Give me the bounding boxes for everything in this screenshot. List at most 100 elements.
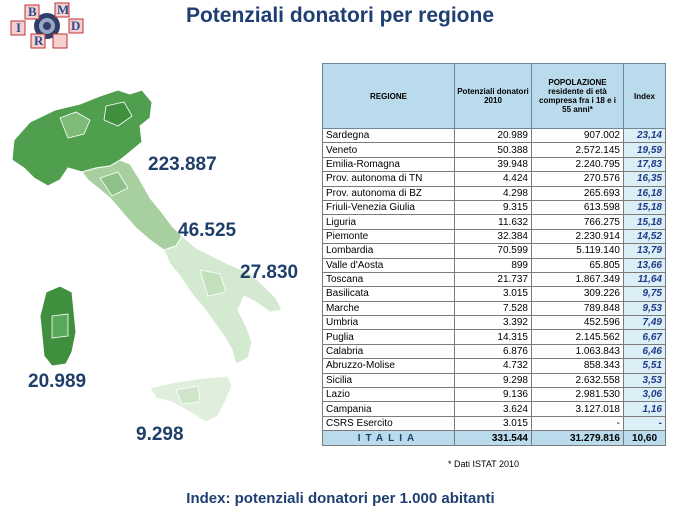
index-cell: - — [623, 415, 666, 432]
population-cell: 2.572.145 — [531, 142, 624, 158]
table-row: Sicilia 9.298 2.632.558 3,53 — [322, 372, 666, 389]
donors-cell: 3.624 — [454, 401, 532, 417]
index-cell: 13,66 — [623, 257, 666, 273]
donors-cell: 3.392 — [454, 315, 532, 331]
table-row: Basilicata 3.015 309.226 9,75 — [322, 286, 666, 302]
index-cell: 3,06 — [623, 387, 666, 403]
population-cell: 858.343 — [531, 358, 624, 374]
population-cell: - — [531, 415, 624, 432]
table-row: Prov. autonoma di TN 4.424 270.576 16,35 — [322, 171, 666, 187]
footnote: * Dati ISTAT 2010 — [448, 459, 520, 469]
donors-cell: 899 — [454, 257, 532, 273]
region-cell: Prov. autonoma di TN — [322, 171, 455, 187]
index-cell: 16,18 — [623, 185, 666, 201]
region-cell: Liguria — [322, 214, 455, 230]
region-cell: CSRS Esercito — [322, 415, 455, 432]
region-cell: Calabria — [322, 343, 455, 360]
page-title: Potenziali donatori per regione — [185, 4, 495, 27]
donors-cell: 20.989 — [454, 127, 532, 144]
table-row: Calabria 6.876 1.063.843 6,46 — [322, 343, 666, 360]
table-row: Friuli-Venezia Giulia 9.315 613.598 15,18 — [322, 199, 666, 216]
table-total-row: ITALIA 331.544 31.279.816 10,60 — [322, 430, 666, 447]
map-label-center: 46.525 — [178, 220, 237, 241]
donors-cell: 6.876 — [454, 343, 532, 360]
population-cell: 766.275 — [531, 214, 624, 230]
donors-cell: 4.298 — [454, 185, 532, 201]
region-cell: Abruzzo-Molise — [322, 358, 455, 374]
region-cell: Campania — [322, 401, 455, 417]
region-cell: Marche — [322, 300, 455, 317]
region-cell: Toscana — [322, 271, 455, 288]
table-row: Lombardia 70.599 5.119.140 13,79 — [322, 243, 666, 259]
region-cell: Sicilia — [322, 372, 455, 389]
donors-cell: 21.737 — [454, 271, 532, 288]
index-cell: 5,51 — [623, 358, 666, 374]
region-cell: Piemonte — [322, 228, 455, 245]
donors-cell: 32.384 — [454, 228, 532, 245]
index-cell: 16,35 — [623, 171, 666, 187]
total-popolazione: 31.279.816 — [531, 430, 624, 447]
index-cell: 15,18 — [623, 214, 666, 230]
header-regione: REGIONE — [322, 63, 455, 129]
donors-cell: 9.298 — [454, 372, 532, 389]
donors-cell: 11.632 — [454, 214, 532, 230]
table-row: Puglia 14.315 2.145.562 6,67 — [322, 329, 666, 345]
logo-letter-b: B — [28, 4, 37, 19]
bmdi-logo: B M D I R — [3, 2, 91, 50]
donors-table: REGIONE Potenziali donatori 2010 POPOLAZ… — [322, 63, 666, 447]
map-north-light — [59, 111, 91, 139]
index-cell: 3,53 — [623, 372, 666, 389]
donors-cell: 50.388 — [454, 142, 532, 158]
table-row: Campania 3.624 3.127.018 1,16 — [322, 401, 666, 417]
total-donatori: 331.544 — [454, 430, 532, 447]
region-cell: Puglia — [322, 329, 455, 345]
population-cell: 270.576 — [531, 171, 624, 187]
donors-cell: 39.948 — [454, 156, 532, 173]
total-regione: ITALIA — [322, 430, 455, 447]
donors-cell: 9.315 — [454, 199, 532, 216]
index-cell: 9,53 — [623, 300, 666, 317]
map-south-shade — [199, 269, 227, 297]
population-cell: 2.632.558 — [531, 372, 624, 389]
table-row: Piemonte 32.384 2.230.914 14,52 — [322, 228, 666, 245]
index-cell: 23,14 — [623, 127, 666, 144]
map-south — [163, 235, 283, 365]
logo-letter-d: D — [71, 18, 81, 33]
header-popolazione: POPOLAZIONE residente di età compresa fr… — [531, 63, 624, 129]
table-row: CSRS Esercito 3.015- - — [322, 415, 666, 432]
population-cell: 5.119.140 — [531, 243, 624, 259]
population-cell: 452.596 — [531, 315, 624, 331]
index-cell: 15,18 — [623, 199, 666, 216]
population-cell: 3.127.018 — [531, 401, 624, 417]
donors-cell: 4.424 — [454, 171, 532, 187]
region-cell: Lombardia — [322, 243, 455, 259]
map-label-sicily: 9.298 — [136, 424, 184, 445]
header-potenziali: Potenziali donatori 2010 — [454, 63, 532, 129]
logo-emblem — [10, 2, 84, 49]
donors-cell: 3.015 — [454, 415, 532, 432]
population-cell: 2.145.562 — [531, 329, 624, 345]
table-row: Sardegna 20.989 907.002 23,14 — [322, 127, 666, 144]
region-cell: Veneto — [322, 142, 455, 158]
table-row: Valle d'Aosta 899 65.805 13,66 — [322, 257, 666, 273]
region-cell: Umbria — [322, 315, 455, 331]
population-cell: 1.063.843 — [531, 343, 624, 360]
donors-cell: 70.599 — [454, 243, 532, 259]
population-cell: 907.002 — [531, 127, 624, 144]
logo-letter-i: I — [16, 20, 22, 35]
region-cell: Valle d'Aosta — [322, 257, 455, 273]
table-row: Lazio 9.136 2.981.530 3,06 — [322, 387, 666, 403]
donors-cell: 4.732 — [454, 358, 532, 374]
table-row: Abruzzo-Molise 4.732 858.343 5,51 — [322, 358, 666, 374]
index-cell: 6,46 — [623, 343, 666, 360]
index-cell: 17,83 — [623, 156, 666, 173]
index-cell: 11,64 — [623, 271, 666, 288]
table-row: Emilia-Romagna 39.948 2.240.795 17,83 — [322, 156, 666, 173]
index-cell: 7,49 — [623, 315, 666, 331]
header-index: Index — [623, 63, 666, 129]
map-center-shade — [99, 171, 129, 197]
index-cell: 9,75 — [623, 286, 666, 302]
donors-cell: 3.015 — [454, 286, 532, 302]
region-cell: Prov. autonoma di BZ — [322, 185, 455, 201]
index-cell: 1,16 — [623, 401, 666, 417]
